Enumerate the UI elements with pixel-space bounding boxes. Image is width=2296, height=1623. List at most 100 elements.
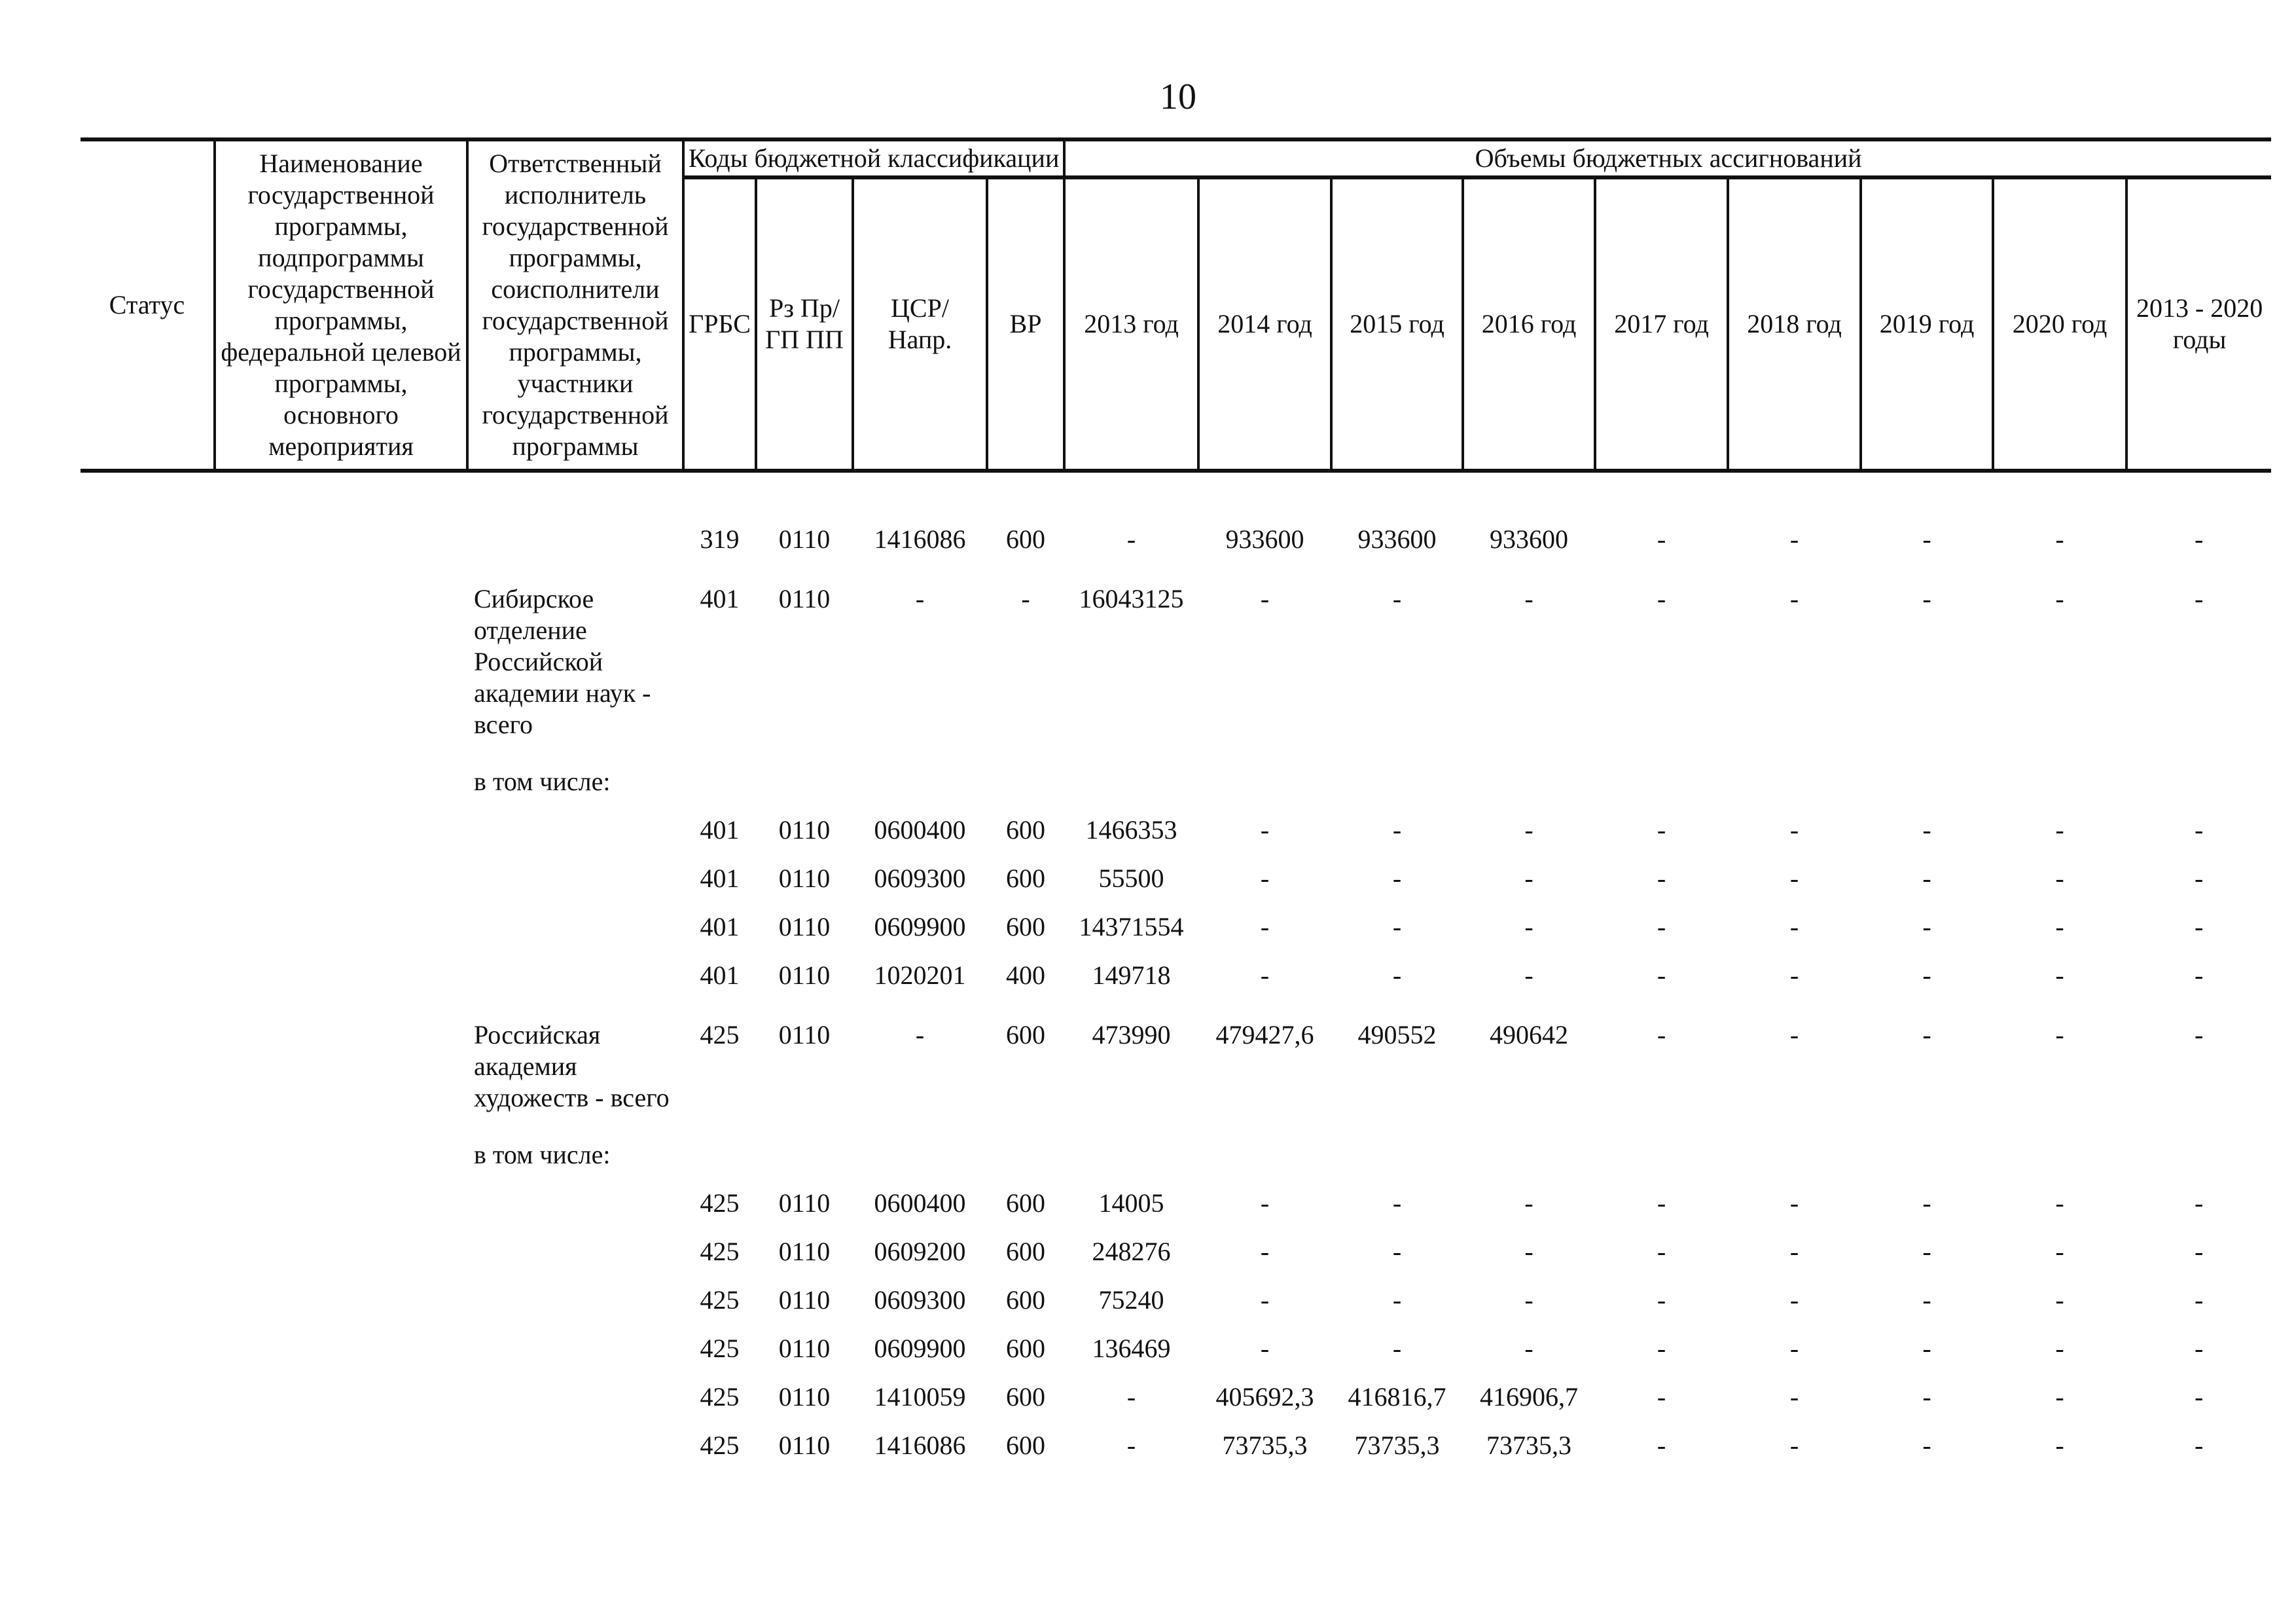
cell-2018: - (1789, 912, 1799, 941)
cell-rz-pr-gp-pp: 0110 (778, 524, 831, 554)
cell-2015: - (1392, 864, 1402, 893)
cell-2017: - (1657, 1237, 1666, 1266)
cell-2019: - (1922, 584, 1931, 613)
cell-grbs: 319 (700, 524, 740, 554)
cell-grbs: 401 (700, 864, 740, 893)
cell-2014: 73735,3 (1222, 1431, 1308, 1460)
col-header-grbs: ГРБС (682, 177, 756, 473)
cell-2018: - (1789, 960, 1799, 990)
cell-status (81, 1228, 215, 1276)
cell-2015: 933600 (1357, 524, 1437, 554)
cell-2013-2020: - (2194, 1237, 2204, 1266)
cell-program-name (215, 951, 467, 1000)
col-header-year-2015: 2015 год (1330, 177, 1463, 473)
cell-program-name (215, 1122, 467, 1179)
cell-2018 (1728, 1122, 1861, 1179)
table-row: 401 0110 0600400 600 1466353 - - - - - - - - (81, 806, 2271, 854)
cell-rz-pr-gp-pp: 0110 (778, 1188, 831, 1218)
cell-csr-napr: 1416086 (874, 524, 966, 554)
table-row: Сибирское отделение Российской академии … (81, 564, 2271, 749)
col-header-year-2016: 2016 год (1462, 177, 1596, 473)
cell-2014: - (1260, 815, 1270, 845)
cell-2016: 490642 (1490, 1020, 1569, 1049)
cell-2013: 149718 (1092, 960, 1171, 990)
cell-program-name (215, 1324, 467, 1373)
cell-2015: - (1392, 1285, 1402, 1315)
cell-2013 (1064, 1122, 1198, 1179)
cell-responsible (467, 471, 683, 564)
cell-2020: - (2055, 912, 2064, 941)
cell-status (81, 1179, 215, 1228)
cell-csr-napr: 0600400 (874, 1188, 966, 1218)
cell-2013: - (1126, 1382, 1136, 1412)
cell-status (81, 749, 215, 806)
cell-2017: - (1657, 1382, 1666, 1412)
col-header-rz-pr-gp-pp: Рз Пр/ ГП ПП (755, 177, 853, 473)
cell-responsible: Российская академия художеств - всего (474, 1020, 670, 1112)
cell-responsible (467, 1179, 683, 1228)
cell-csr-napr: 0609200 (874, 1237, 966, 1266)
cell-2019: - (1922, 1334, 1931, 1363)
cell-2019: - (1922, 1285, 1931, 1315)
cell-2013-2020 (2126, 1122, 2271, 1179)
cell-rz-pr-gp-pp (756, 1122, 853, 1179)
cell-2018: - (1789, 1020, 1799, 1049)
cell-2018: - (1789, 864, 1799, 893)
cell-responsible: в том числе: (474, 767, 611, 796)
cell-csr-napr: - (915, 1020, 925, 1049)
cell-status (81, 806, 215, 854)
cell-2015: 416816,7 (1348, 1382, 1446, 1412)
cell-2015: 73735,3 (1354, 1431, 1440, 1460)
cell-responsible: в том числе: (474, 1140, 611, 1169)
cell-2020: - (2055, 960, 2064, 990)
cell-program-name (215, 749, 467, 806)
cell-2016: - (1524, 1285, 1534, 1315)
cell-2013-2020: - (2194, 1334, 2204, 1363)
cell-2013: 16043125 (1079, 584, 1184, 613)
cell-2015 (1331, 749, 1463, 806)
cell-2018: - (1789, 1334, 1799, 1363)
cell-2014: - (1260, 960, 1270, 990)
cell-2017: - (1657, 960, 1666, 990)
table-body: 319 0110 1416086 600 - 933600 933600 933600 - - - -… (81, 471, 2271, 1470)
cell-2017: - (1657, 1020, 1666, 1049)
header-sub-row: ГРБС Рз Пр/ ГП ПП ЦСР/ Напр. ВР 2013 год… (81, 177, 2272, 473)
col-header-vr: ВР (985, 177, 1065, 473)
cell-2019: - (1922, 1431, 1931, 1460)
cell-grbs: 425 (700, 1237, 740, 1266)
table-header: Статус Наименование государственной прог… (81, 137, 2272, 473)
cell-2014 (1198, 1122, 1331, 1179)
cell-vr: 600 (1006, 864, 1046, 893)
cell-2013-2020: - (2194, 1020, 2204, 1049)
cell-2013-2020: - (2194, 524, 2204, 554)
header-group-row: Статус Наименование государственной прог… (81, 137, 2272, 473)
cell-responsible (467, 1373, 683, 1421)
cell-status (81, 1000, 215, 1122)
cell-program-name (215, 806, 467, 854)
cell-2020: - (2055, 1285, 2064, 1315)
cell-2018: - (1789, 1188, 1799, 1218)
cell-rz-pr-gp-pp: 0110 (778, 815, 831, 845)
cell-2014: 933600 (1225, 524, 1304, 554)
cell-2013-2020: - (2194, 815, 2204, 845)
cell-2013: 14005 (1098, 1188, 1164, 1218)
cell-2013: 1466353 (1085, 815, 1177, 845)
cell-2020: - (2055, 1020, 2064, 1049)
cell-2020: - (2055, 864, 2064, 893)
cell-responsible (467, 1276, 683, 1324)
cell-vr: 600 (1006, 524, 1046, 554)
cell-csr-napr: 0609300 (874, 864, 966, 893)
cell-2013-2020: - (2194, 1382, 2204, 1412)
cell-status (81, 564, 215, 749)
cell-status (81, 903, 215, 951)
table-row: 319 0110 1416086 600 - 933600 933600 933600 - - - -… (81, 471, 2271, 564)
cell-2013-2020: - (2194, 960, 2204, 990)
cell-2017: - (1657, 524, 1666, 554)
cell-2020: - (2055, 1188, 2064, 1218)
cell-2016: - (1524, 1237, 1534, 1266)
cell-2018: - (1789, 815, 1799, 845)
cell-2020: - (2055, 1382, 2064, 1412)
cell-2020: - (2055, 1334, 2064, 1363)
cell-2014: - (1260, 1285, 1270, 1315)
cell-program-name (215, 564, 467, 749)
